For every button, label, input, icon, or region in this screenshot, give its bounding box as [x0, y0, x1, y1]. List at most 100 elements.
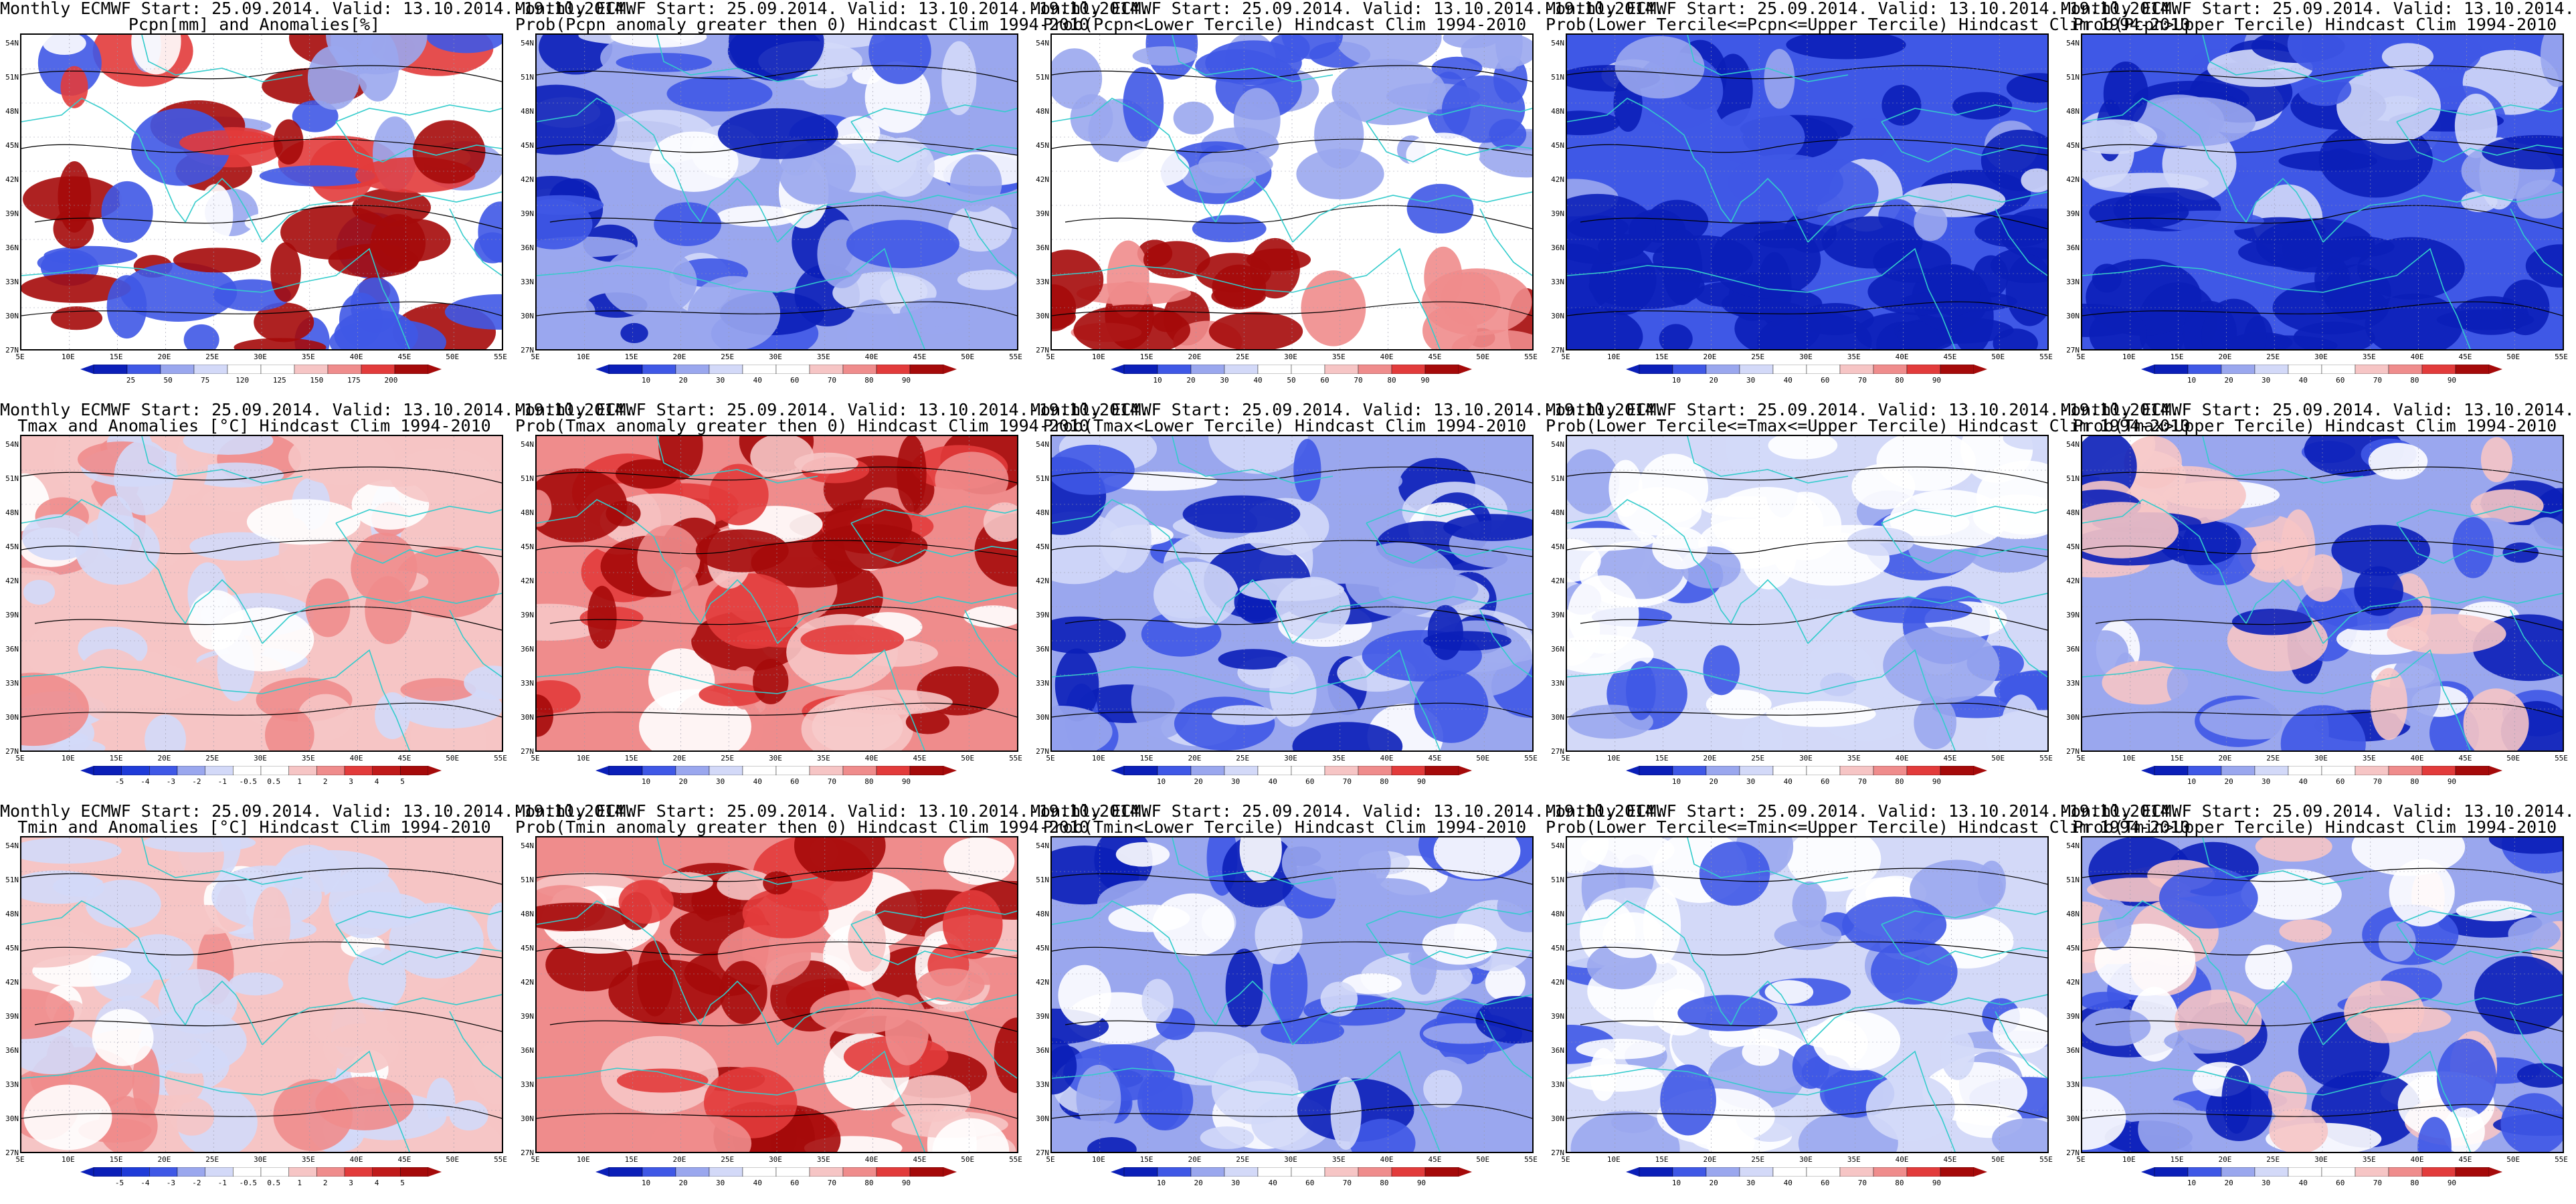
lat-tick-label: 27N: [2066, 1148, 2080, 1157]
colorbar-labels: 10 20 30 40 60 70 80 90: [1111, 1179, 1472, 1188]
lat-tick-label: 30N: [1036, 713, 1049, 722]
colorbar-tick-label: 3: [349, 1179, 353, 1187]
panel-title-line2: Prob(Tmin<Lower Tercile) Hindcast Clim 1…: [1042, 817, 1527, 837]
lat-tick-label: 33N: [1036, 1080, 1049, 1089]
colorbar-tick-label: 20: [2224, 376, 2233, 385]
panel-title-line2: Pcpn[mm] and Anomalies[%]: [128, 15, 381, 34]
colorbar-tick-label: 30: [1746, 1179, 1756, 1187]
lon-tick-label: 25E: [1236, 754, 1250, 763]
colorbar-tick-label: 40: [1783, 777, 1792, 786]
lon-tick-label: 45E: [2458, 1155, 2472, 1164]
map-field: [1566, 435, 2049, 752]
lon-tick-label: 15E: [1139, 754, 1154, 763]
map-field: [2081, 836, 2564, 1153]
lat-tick-label: 27N: [521, 346, 534, 355]
lon-tick-label: 20E: [1188, 754, 1202, 763]
colorbar-tick-label: 2: [323, 1179, 328, 1187]
lon-tick-label: 10E: [61, 754, 75, 763]
lon-tick-label: 10E: [61, 353, 75, 361]
lat-tick-label: 39N: [1036, 1012, 1049, 1021]
lon-tick-label: 30E: [2314, 353, 2328, 361]
lat-tick-label: 39N: [1551, 209, 1564, 218]
lat-tick-label: 48N: [5, 910, 19, 918]
lon-tick-label: 25E: [1236, 1155, 1250, 1164]
lat-tick-label: 45N: [2066, 542, 2080, 551]
lon-tick-label: 40E: [2410, 754, 2424, 763]
colorbar-tick-label: 80: [1380, 1179, 1389, 1187]
colorbar-tick-label: 70: [827, 777, 836, 786]
lon-tick-label: 55E: [2555, 754, 2568, 763]
lon-tick-label: 25E: [2266, 1155, 2280, 1164]
lon-tick-label: 30E: [254, 754, 267, 763]
colorbar: [595, 1167, 957, 1177]
lon-tick-label: 15E: [2170, 353, 2184, 361]
lat-tick-label: 48N: [521, 107, 534, 116]
lat-tick-label: 42N: [521, 978, 534, 987]
lon-tick-label: 50E: [446, 754, 460, 763]
lon-tick-label: 20E: [2218, 754, 2232, 763]
lon-tick-label: 30E: [2314, 1155, 2328, 1164]
panel-title-line2: Prob(Pcpn anomaly greater then 0) Hindca…: [515, 15, 1089, 34]
lon-tick-label: 40E: [1895, 1155, 1909, 1164]
colorbar-tick-label: 80: [1895, 777, 1904, 786]
colorbar-tick-label: 30: [716, 376, 725, 385]
lon-tick-label: 50E: [1476, 754, 1490, 763]
lon-tick-label: 25E: [721, 1155, 735, 1164]
lat-tick-label: 33N: [1551, 1080, 1564, 1089]
lon-tick-label: 35E: [301, 353, 315, 361]
colorbar-tick-label: 80: [864, 777, 874, 786]
panel-title-line2: Tmax and Anomalies [°C] Hindcast Clim 19…: [17, 416, 491, 435]
lat-tick-label: 30N: [521, 713, 534, 722]
lon-tick-label: 25E: [205, 1155, 219, 1164]
colorbar-tick-label: 4: [374, 777, 379, 786]
colorbar-tick-label: -1: [217, 777, 227, 786]
lon-tick-label: 30E: [2314, 754, 2328, 763]
lon-tick-label: 50E: [2506, 1155, 2520, 1164]
panel-title-line2: Tmin and Anomalies [°C] Hindcast Clim 19…: [17, 817, 491, 837]
lon-tick-label: 25E: [1751, 754, 1765, 763]
lat-tick-label: 42N: [521, 577, 534, 585]
lat-tick-label: 45N: [1036, 542, 1049, 551]
colorbar-tick-label: 20: [1194, 1179, 1203, 1187]
colorbar-tick-label: 70: [2373, 376, 2382, 385]
colorbar-tick-label: 70: [827, 376, 836, 385]
lon-tick-label: 40E: [1380, 353, 1394, 361]
colorbar-tick-label: 90: [1932, 376, 1942, 385]
lat-tick-label: 42N: [2066, 978, 2080, 987]
lat-tick-label: 48N: [5, 508, 19, 517]
map-panel-p31: Monthly ECMWF Start: 25.09.2014. Valid: …: [0, 803, 634, 1204]
lon-tick-label: 55E: [2555, 353, 2568, 361]
lat-tick-label: 39N: [1551, 611, 1564, 619]
map-panel-p34: Monthly ECMWF Start: 25.09.2014. Valid: …: [1546, 803, 2190, 1204]
map-panel-p35: Monthly ECMWF Start: 25.09.2014. Valid: …: [2061, 803, 2576, 1204]
lon-tick-label: 50E: [1991, 1155, 2005, 1164]
colorbar-tick-label: 60: [1305, 777, 1315, 786]
lat-tick-label: 27N: [521, 747, 534, 756]
lat-tick-label: 30N: [2066, 713, 2080, 722]
colorbar-tick-label: 20: [2224, 1179, 2233, 1187]
lon-tick-label: 55E: [1524, 1155, 1538, 1164]
lat-tick-label: 51N: [2066, 73, 2080, 82]
colorbar-tick-label: 80: [2410, 376, 2419, 385]
lat-tick-label: 45N: [521, 542, 534, 551]
colorbar-tick-label: -0.5: [239, 777, 258, 786]
colorbar-tick-label: 90: [2447, 777, 2457, 786]
colorbar-tick-label: 10: [1156, 1179, 1166, 1187]
lat-tick-label: 54N: [2066, 841, 2080, 850]
lon-tick-label: 15E: [1655, 1155, 1669, 1164]
lat-tick-label: 36N: [1551, 645, 1564, 654]
lon-tick-label: 35E: [2362, 1155, 2376, 1164]
lon-tick-label: 55E: [2039, 1155, 2053, 1164]
lat-tick-label: 36N: [2066, 645, 2080, 654]
lon-tick-label: 30E: [1799, 1155, 1813, 1164]
lon-tick-label: 55E: [1524, 754, 1538, 763]
colorbar-tick-label: 70: [827, 1179, 836, 1187]
lat-tick-label: 48N: [521, 508, 534, 517]
lon-tick-label: 45E: [1428, 754, 1442, 763]
lon-tick-label: 5E: [2076, 754, 2086, 763]
lat-tick-label: 45N: [1036, 944, 1049, 952]
lat-tick-label: 30N: [5, 312, 19, 320]
colorbar-labels: 10 20 30 40 60 70 80 90: [2141, 376, 2502, 385]
colorbar-tick-label: 40: [753, 777, 762, 786]
map-panel-p25: Monthly ECMWF Start: 25.09.2014. Valid: …: [2061, 401, 2576, 803]
